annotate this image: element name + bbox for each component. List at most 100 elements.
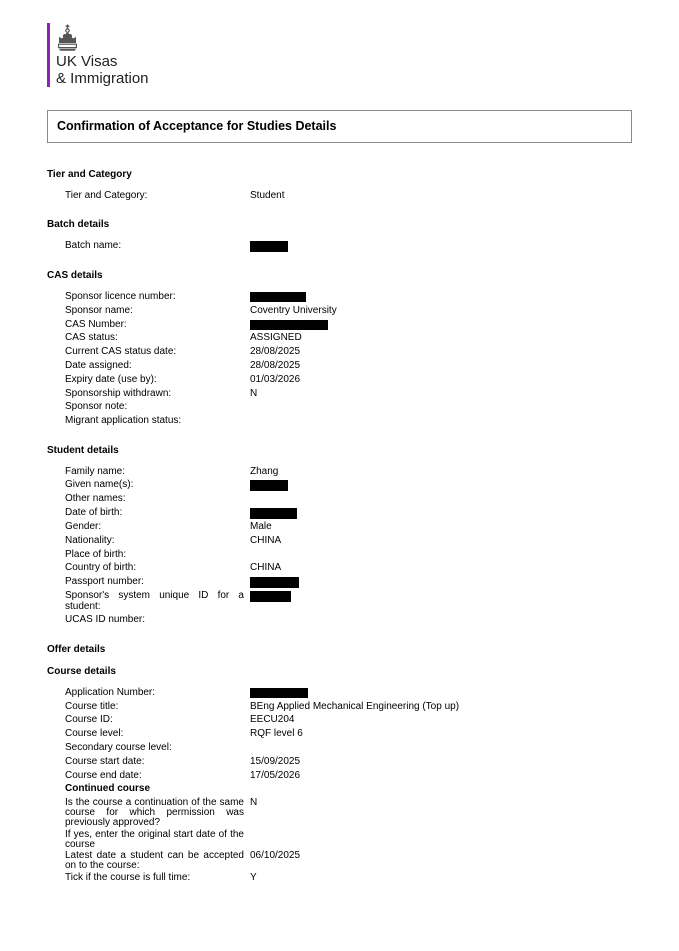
section-batch-details: Batch details Batch name:: [47, 219, 633, 252]
field-row: Tick if the course is full time: Y: [65, 871, 633, 883]
field-value: CHINA: [250, 562, 282, 574]
document-title-box: Confirmation of Acceptance for Studies D…: [47, 110, 632, 143]
section-rows: Sponsor licence number: Sponsor name: Cove…: [65, 290, 633, 427]
field-label: Course level:: [65, 728, 124, 740]
field-label: Nationality:: [65, 534, 115, 546]
field-row: CAS Number:: [65, 318, 633, 331]
section-student-details: Student details Family name: Zhang Given na…: [47, 445, 633, 626]
field-label: Secondary course level:: [65, 742, 172, 754]
logo-line2: & Immigration: [56, 70, 149, 87]
field-row: Expiry date (use by): 01/03/2026: [65, 373, 633, 385]
logo-accent-bar: [47, 23, 50, 87]
field-value: 01/03/2026: [250, 373, 301, 385]
section-heading: Tier and Category: [47, 169, 132, 180]
field-row: Sponsor licence number:: [65, 290, 633, 303]
field-label: Passport number:: [65, 576, 144, 588]
field-value: [250, 291, 633, 303]
field-value: Student: [250, 190, 285, 201]
field-row: Family name: Zhang: [65, 465, 633, 477]
redacted-value: [250, 577, 299, 588]
field-label: Expiry date (use by):: [65, 373, 157, 385]
subsection-heading: Continued course: [65, 783, 151, 795]
field-label: Place of birth:: [65, 548, 127, 560]
field-value: [250, 480, 633, 491]
page-title: Confirmation of Acceptance for Studies D…: [57, 119, 337, 133]
field-row: Course title: BEng Applied Mechanical Eng…: [65, 701, 633, 712]
field-row: Sponsor's system unique ID for a student…: [65, 590, 633, 612]
field-value: [250, 687, 633, 699]
redacted-value: [250, 591, 291, 602]
field-row: CAS status: ASSIGNED: [65, 332, 633, 344]
logo-wordmark: UK Visas & Immigration: [56, 53, 149, 87]
field-value: Y: [250, 871, 257, 883]
field-label: Gender:: [65, 521, 102, 533]
field-value: 06/10/2025: [250, 850, 301, 862]
section-heading: CAS details: [47, 269, 103, 281]
field-value: N: [250, 797, 258, 809]
field-value: [250, 508, 633, 519]
redacted-value: [250, 687, 308, 699]
redacted-value: [250, 480, 288, 491]
field-label: Sponsor name:: [65, 304, 133, 316]
field-row: Sponsorship withdrawn: N: [65, 387, 633, 399]
field-label: Country of birth:: [65, 562, 137, 574]
field-label: Course end date:: [65, 769, 142, 781]
field-label: Tier and Category:: [65, 190, 148, 201]
field-label: If yes, enter the original start date of…: [65, 828, 244, 850]
section-heading: Offer details: [47, 643, 106, 655]
section-heading: Student details: [47, 444, 119, 456]
field-row: Migrant application status:: [65, 415, 633, 427]
field-label: Current CAS status date:: [65, 346, 177, 358]
field-label: Date of birth:: [65, 507, 123, 519]
field-label: Batch name:: [65, 240, 122, 252]
field-value: ASSIGNED: [250, 332, 302, 344]
field-value: N: [250, 387, 258, 399]
field-row: Passport number:: [65, 576, 633, 588]
field-row: Course end date: 17/05/2026: [65, 769, 633, 781]
field-row: Nationality: CHINA: [65, 534, 633, 546]
section-rows: Batch name:: [65, 240, 633, 252]
field-row: Batch name:: [65, 240, 633, 252]
field-label: Sponsor's system unique ID for a student…: [65, 590, 244, 612]
field-label: Course start date:: [65, 755, 145, 767]
field-label: CAS Number:: [65, 318, 127, 330]
section-heading: Course details: [47, 665, 116, 677]
field-label: Given name(s):: [65, 479, 134, 491]
field-label: Course ID:: [65, 714, 113, 726]
field-value: 17/05/2026: [250, 769, 301, 781]
field-row: Tier and Category: Student: [65, 190, 633, 201]
field-row: Secondary course level:: [65, 742, 633, 754]
section-offer-details: Offer details: [47, 644, 633, 655]
field-value: RQF level 6: [250, 728, 303, 740]
field-value: [250, 591, 633, 602]
field-label: Other names:: [65, 493, 126, 505]
field-value: CHINA: [250, 534, 282, 546]
royal-crest-icon: [58, 24, 77, 51]
field-row: If yes, enter the original start date of…: [65, 828, 633, 850]
field-label: Family name:: [65, 465, 126, 477]
field-value: 28/08/2025: [250, 360, 301, 372]
section-rows: Family name: Zhang Given name(s): Other nam…: [65, 465, 633, 626]
field-row: Other names:: [65, 493, 633, 505]
field-value: EECU204: [250, 714, 295, 726]
field-label: Date assigned:: [65, 360, 132, 372]
field-label: UCAS ID number:: [65, 614, 146, 626]
field-label: Application Number:: [65, 686, 156, 698]
field-row: Course level: RQF level 6: [65, 728, 633, 740]
field-row: Current CAS status date: 28/08/2025: [65, 346, 633, 358]
section-heading: Batch details: [47, 219, 110, 231]
field-label: Sponsor licence number:: [65, 290, 176, 302]
field-label: Is the course a continuation of the same…: [65, 797, 244, 829]
section-tier-and-category: Tier and Category Tier and Category: Stude…: [47, 169, 633, 201]
field-row: Date assigned: 28/08/2025: [65, 360, 633, 372]
field-row: Course ID: EECU204: [65, 714, 633, 726]
section-rows: Application Number: Course title: BEng App…: [65, 686, 633, 883]
logo-line1: UK Visas: [56, 53, 118, 70]
field-value: Male: [250, 521, 272, 533]
field-value: Coventry University: [250, 304, 337, 316]
field-label: Migrant application status:: [65, 415, 182, 427]
field-row: Application Number:: [65, 686, 633, 699]
field-label: Latest date a student can be accepted on…: [65, 850, 244, 872]
redacted-value: [250, 319, 328, 331]
